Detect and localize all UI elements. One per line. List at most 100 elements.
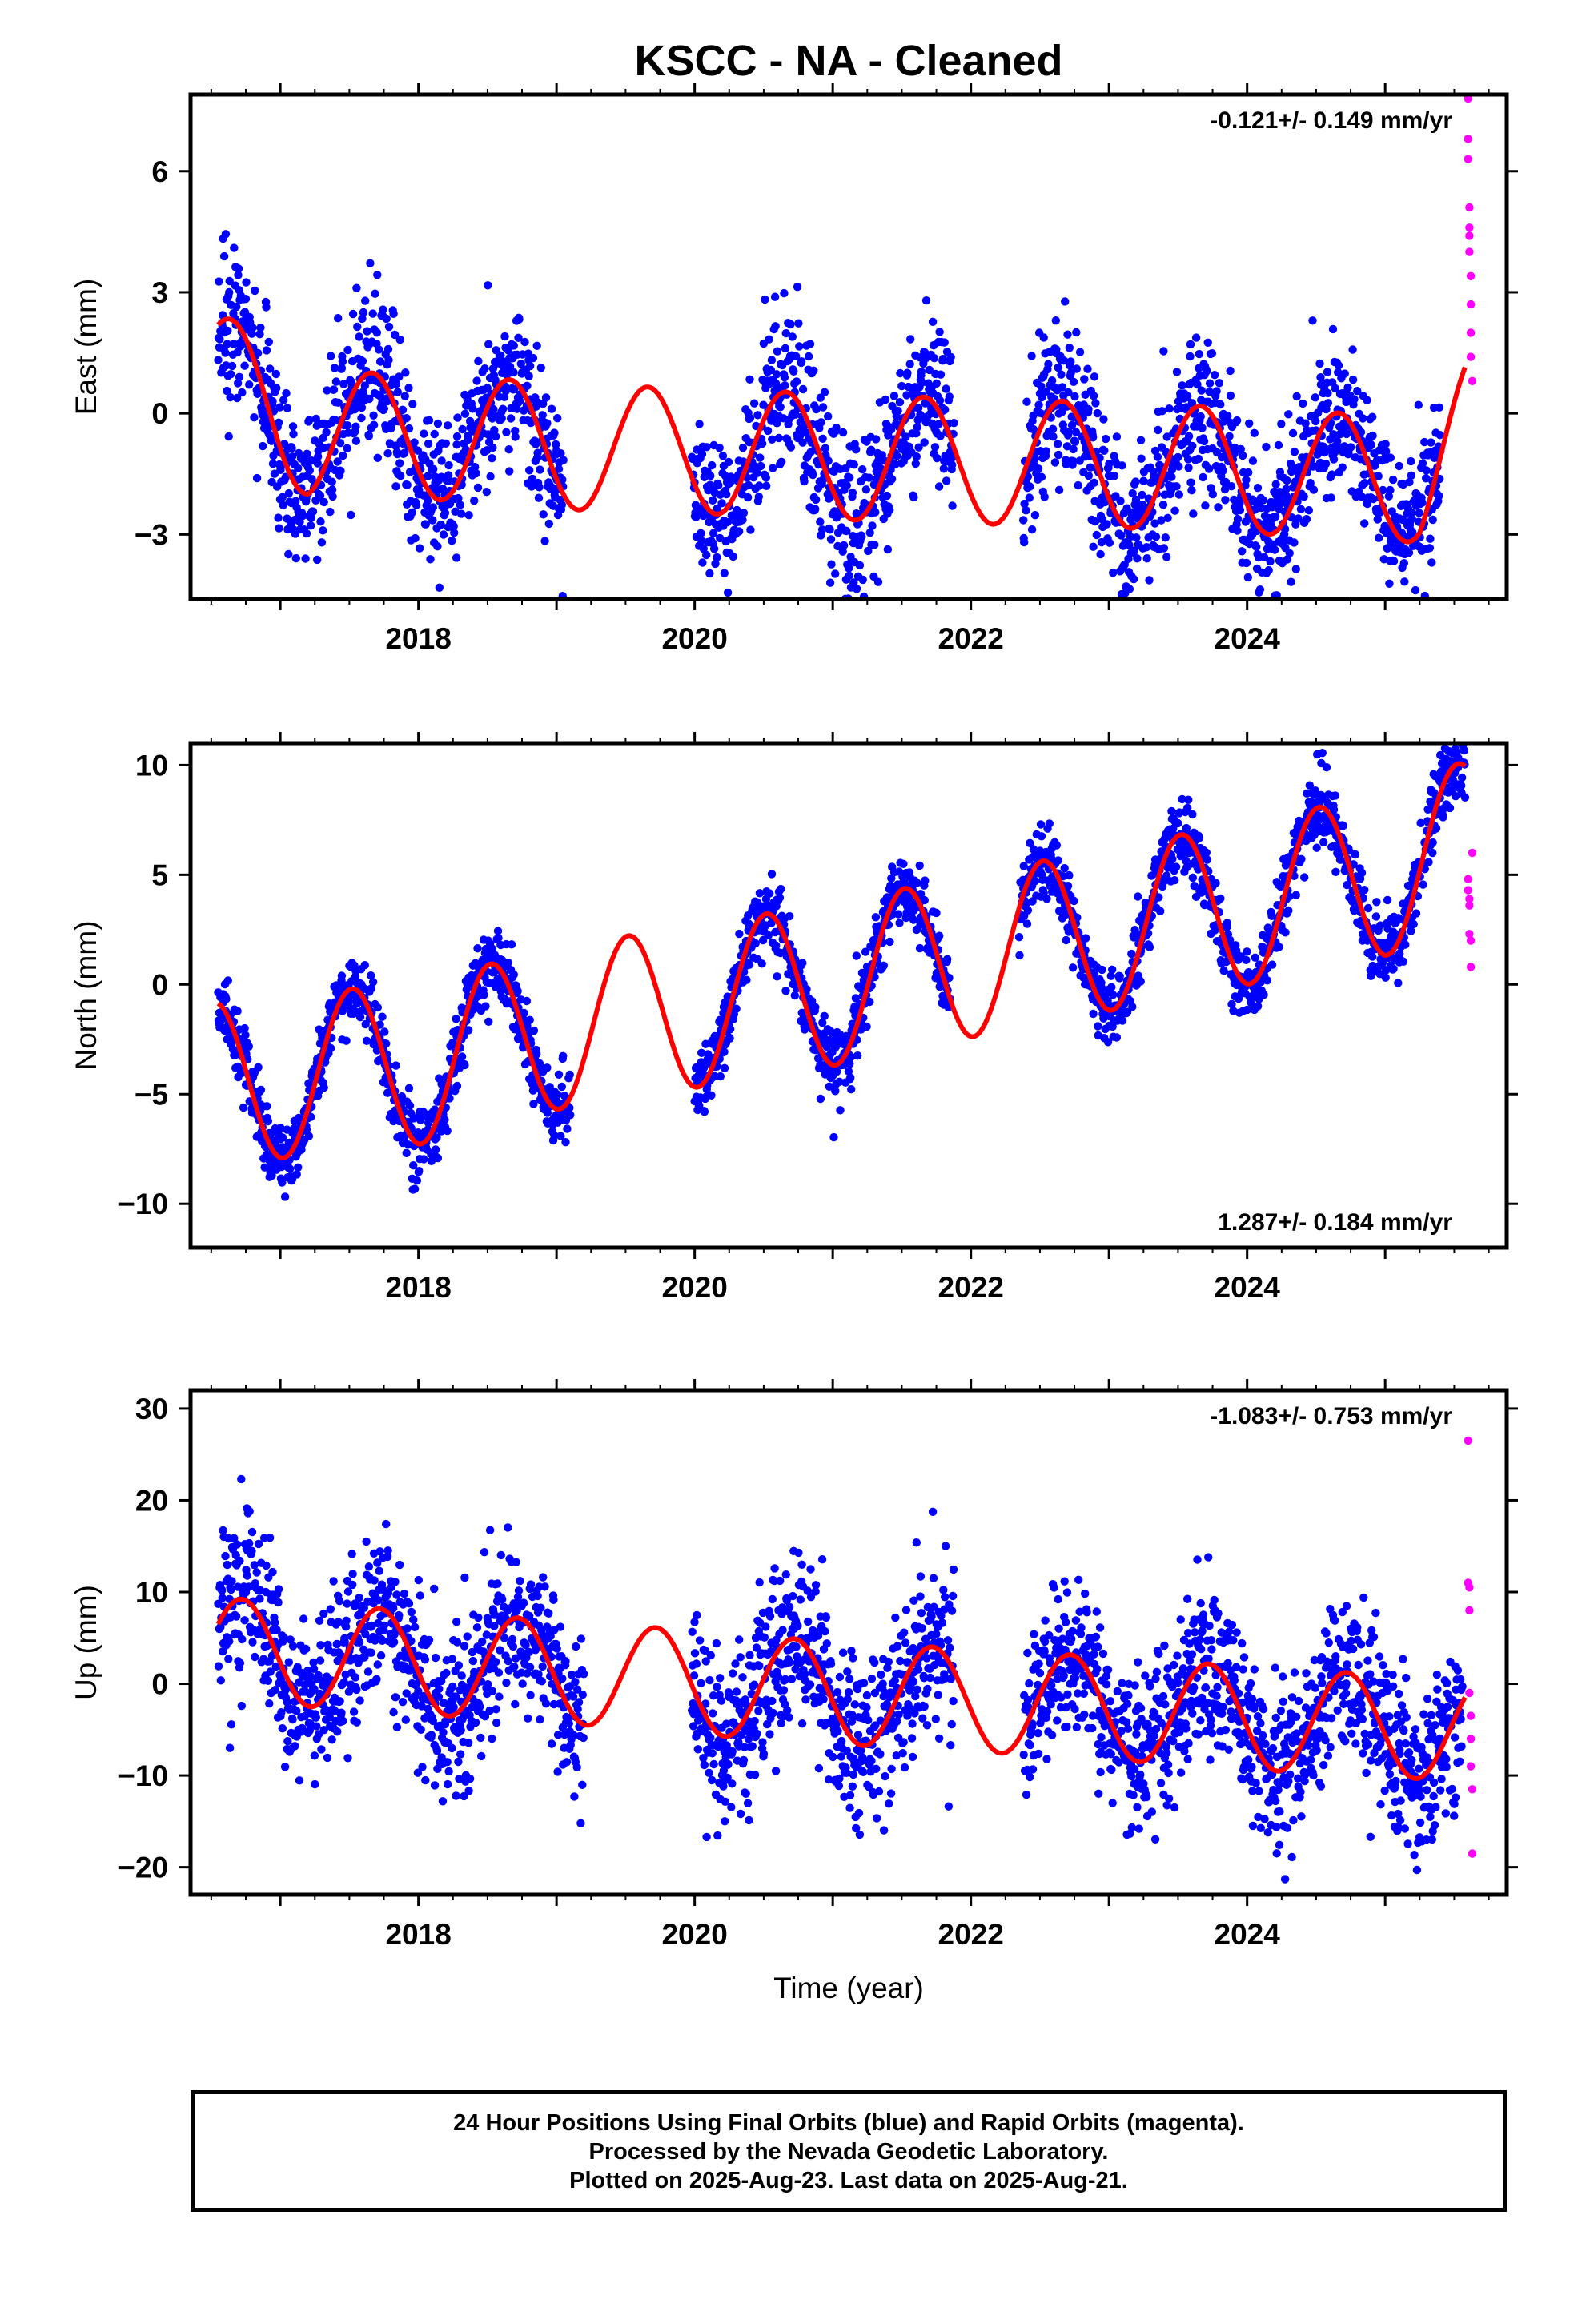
final-orbit-point [773,419,781,428]
final-orbit-point [1420,437,1429,447]
rate-annotation: -0.121+/- 0.149 mm/yr [1210,107,1452,134]
final-orbit-point [500,392,509,401]
final-orbit-point [1338,463,1347,472]
final-orbit-point [1100,446,1109,455]
final-orbit-point [240,1023,249,1033]
final-orbit-point [532,440,540,448]
final-orbit-point [812,404,821,414]
final-orbit-point [1248,456,1258,465]
final-orbit-point [912,429,921,438]
final-orbit-point [917,368,926,376]
final-orbit-point [1019,862,1028,870]
final-orbit-point [1331,867,1340,877]
final-orbit-point [301,554,310,563]
final-orbit-point [715,444,724,452]
final-orbit-point [317,538,327,547]
final-orbit-point [305,416,314,424]
final-orbit-point [887,874,896,883]
final-orbit-point [1125,541,1134,549]
final-orbit-point [323,386,331,395]
final-orbit-point [709,529,718,538]
final-orbit-point [327,1043,335,1053]
final-orbit-point [1171,862,1181,871]
final-orbit-point [219,1647,227,1656]
final-orbit-point [852,445,861,454]
final-orbit-point [861,485,871,494]
final-orbit-point [1419,880,1427,889]
final-orbit-point [1083,364,1092,373]
final-orbit-point [464,1026,473,1035]
final-orbit-point [250,413,259,422]
final-orbit-point [541,393,551,402]
final-orbit-point [790,991,799,1000]
final-orbit-point [697,449,707,459]
final-orbit-point [818,403,828,412]
final-orbit-point [1187,486,1196,495]
final-orbit-point [1321,460,1331,468]
final-orbit-point [1105,538,1114,547]
final-orbit-point [1184,432,1194,440]
x-tick-label: 2018 [385,1271,451,1304]
final-orbit-point [743,493,753,502]
final-orbit-point [1384,492,1394,501]
final-orbit-point [319,1083,328,1092]
final-orbit-point [490,426,499,435]
final-orbit-point [398,405,408,414]
final-orbit-point [556,1132,565,1140]
final-orbit-point [329,385,339,394]
final-orbit-point [437,456,446,465]
final-orbit-point [1044,360,1053,368]
final-orbit-point [744,480,753,490]
final-orbit-point [559,456,568,464]
final-orbit-point [1097,537,1106,547]
final-orbit-point [1334,361,1343,370]
final-orbit-point [1026,482,1034,491]
final-orbit-point [400,448,409,457]
final-orbit-point [720,1047,729,1056]
final-orbit-point [820,388,829,396]
final-orbit-point [793,283,802,292]
final-orbit-point [1126,629,1134,637]
final-orbit-point [416,544,424,553]
final-orbit-point [223,976,232,985]
final-orbit-point [1369,494,1378,504]
final-orbit-point [291,497,300,505]
final-orbit-point [1372,898,1381,907]
final-orbit-point [252,473,262,483]
final-orbit-point [701,1039,710,1048]
final-orbit-point [773,972,781,981]
final-orbit-point [1226,391,1235,400]
final-orbit-point [1214,503,1223,512]
final-orbit-point [864,546,873,556]
final-orbit-point [488,364,498,373]
final-orbit-point [1299,492,1308,501]
final-orbit-point [773,347,782,356]
final-orbit-point [1174,818,1182,828]
y-tick-label: 3 [151,276,168,309]
plot-frame [188,92,1509,601]
final-orbit-point [361,1019,370,1029]
final-orbit-point [1245,419,1254,428]
final-orbit-point [464,511,473,520]
final-orbit-point [928,317,938,326]
final-orbit-point [804,352,813,361]
final-orbit-point [373,271,382,279]
final-orbit-point [1414,400,1423,409]
final-orbit-point [1094,1022,1102,1031]
final-orbit-point [525,466,534,475]
final-orbit-point [811,495,821,505]
final-orbit-point [844,1067,853,1076]
final-orbit-point [1301,419,1310,428]
final-orbit-point [428,516,437,525]
final-orbit-point [1088,433,1098,442]
final-orbit-point [1097,983,1106,992]
final-orbit-point [472,376,481,385]
final-orbit-point [753,468,762,477]
final-orbit-point [1259,496,1267,505]
final-orbit-point [895,919,904,927]
final-orbit-point [827,560,836,569]
final-orbit-point [865,473,873,482]
final-orbit-point [351,422,360,431]
final-orbit-point [535,483,544,492]
final-orbit-point [1431,824,1441,833]
